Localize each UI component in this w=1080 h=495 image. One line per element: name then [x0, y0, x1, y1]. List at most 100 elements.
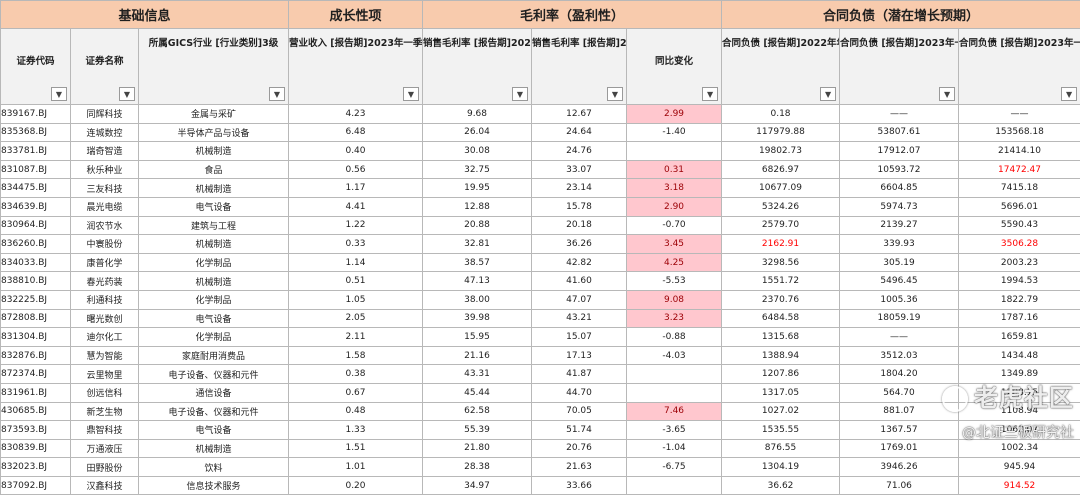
table-cell[interactable]: 3.23 — [627, 309, 722, 328]
table-cell[interactable]: 45.44 — [423, 383, 532, 402]
table-cell[interactable]: —— — [840, 105, 959, 124]
table-cell[interactable]: 51.74 — [532, 421, 627, 440]
table-cell[interactable]: 33.66 — [532, 476, 627, 495]
table-cell[interactable]: 7415.18 — [959, 179, 1080, 198]
table-cell[interactable]: 33.07 — [532, 160, 627, 179]
table-cell[interactable]: 430685.BJ — [1, 402, 71, 421]
table-cell[interactable]: 43.21 — [532, 309, 627, 328]
table-cell[interactable]: 17472.47 — [959, 160, 1080, 179]
table-cell[interactable]: 6484.58 — [722, 309, 840, 328]
table-cell[interactable]: 2.99 — [627, 105, 722, 124]
table-cell[interactable]: 9.68 — [423, 105, 532, 124]
table-cell[interactable]: 润农节水 — [71, 216, 139, 235]
table-cell[interactable]: 电气设备 — [139, 309, 289, 328]
table-cell[interactable]: —— — [959, 105, 1080, 124]
table-cell[interactable]: 834639.BJ — [1, 197, 71, 216]
table-cell[interactable]: 873593.BJ — [1, 421, 71, 440]
table-cell[interactable]: 5696.01 — [959, 197, 1080, 216]
table-cell[interactable]: 1535.55 — [722, 421, 840, 440]
table-cell[interactable]: 连城数控 — [71, 123, 139, 142]
filter-dropdown-button[interactable]: ▼ — [1061, 87, 1077, 101]
table-cell[interactable]: 20.88 — [423, 216, 532, 235]
table-cell[interactable]: 32.81 — [423, 235, 532, 254]
table-cell[interactable]: 28.38 — [423, 458, 532, 477]
filter-dropdown-button[interactable]: ▼ — [820, 87, 836, 101]
table-cell[interactable]: 1.22 — [289, 216, 423, 235]
table-cell[interactable]: 1.05 — [289, 290, 423, 309]
table-cell[interactable]: 2579.70 — [722, 216, 840, 235]
table-cell[interactable]: 564.70 — [840, 383, 959, 402]
table-cell[interactable]: 34.97 — [423, 476, 532, 495]
table-cell[interactable]: 24.64 — [532, 123, 627, 142]
table-cell[interactable]: 881.07 — [840, 402, 959, 421]
table-cell[interactable]: 曙光数创 — [71, 309, 139, 328]
table-cell[interactable]: 153568.18 — [959, 123, 1080, 142]
table-cell[interactable]: 21414.10 — [959, 142, 1080, 161]
table-cell[interactable]: 1994.53 — [959, 272, 1080, 291]
table-cell[interactable]: 机械制造 — [139, 439, 289, 458]
table-cell[interactable]: 3.45 — [627, 235, 722, 254]
table-cell[interactable]: 36.26 — [532, 235, 627, 254]
table-cell[interactable]: 19.95 — [423, 179, 532, 198]
table-cell[interactable]: 838810.BJ — [1, 272, 71, 291]
table-cell[interactable]: 晨光电缆 — [71, 197, 139, 216]
table-cell[interactable]: 15.95 — [423, 328, 532, 347]
table-cell[interactable]: 慧为智能 — [71, 346, 139, 365]
table-cell[interactable]: 831304.BJ — [1, 328, 71, 347]
table-cell[interactable]: 电气设备 — [139, 421, 289, 440]
table-cell[interactable]: 半导体产品与设备 — [139, 123, 289, 142]
table-cell[interactable]: 0.20 — [289, 476, 423, 495]
table-cell[interactable]: 1.51 — [289, 439, 423, 458]
table-cell[interactable]: 47.13 — [423, 272, 532, 291]
table-cell[interactable]: 117979.88 — [722, 123, 840, 142]
table-cell[interactable]: 20.76 — [532, 439, 627, 458]
table-cell[interactable]: 新芝生物 — [71, 402, 139, 421]
table-cell[interactable]: 2162.91 — [722, 235, 840, 254]
table-cell[interactable]: 饮料 — [139, 458, 289, 477]
filter-dropdown-button[interactable]: ▼ — [269, 87, 285, 101]
table-cell[interactable]: 鼎智科技 — [71, 421, 139, 440]
table-cell[interactable]: 瑞奇智造 — [71, 142, 139, 161]
table-cell[interactable]: 1062.07 — [959, 421, 1080, 440]
table-cell[interactable]: 872808.BJ — [1, 309, 71, 328]
filter-dropdown-button[interactable]: ▼ — [119, 87, 135, 101]
table-cell[interactable]: 1317.05 — [722, 383, 840, 402]
table-cell[interactable]: 832225.BJ — [1, 290, 71, 309]
table-cell[interactable]: 53807.61 — [840, 123, 959, 142]
table-cell[interactable]: 1388.94 — [722, 346, 840, 365]
table-cell[interactable]: 10593.72 — [840, 160, 959, 179]
table-cell[interactable]: -4.03 — [627, 346, 722, 365]
table-cell[interactable]: 12.88 — [423, 197, 532, 216]
table-cell[interactable]: 1207.86 — [722, 365, 840, 384]
table-cell[interactable]: 71.06 — [840, 476, 959, 495]
table-cell[interactable]: 1551.72 — [722, 272, 840, 291]
filter-dropdown-button[interactable]: ▼ — [939, 87, 955, 101]
table-cell[interactable]: 化学制品 — [139, 290, 289, 309]
table-cell[interactable]: 0.38 — [289, 365, 423, 384]
table-cell[interactable]: 1787.16 — [959, 309, 1080, 328]
table-cell[interactable]: 872374.BJ — [1, 365, 71, 384]
table-cell[interactable]: 云里物里 — [71, 365, 139, 384]
table-cell[interactable]: 0.33 — [289, 235, 423, 254]
table-cell[interactable]: 3946.26 — [840, 458, 959, 477]
table-cell[interactable]: 秋乐种业 — [71, 160, 139, 179]
table-cell[interactable]: 1804.20 — [840, 365, 959, 384]
table-cell[interactable]: 6604.85 — [840, 179, 959, 198]
table-cell[interactable]: 迪尔化工 — [71, 328, 139, 347]
table-cell[interactable]: 电气设备 — [139, 197, 289, 216]
table-cell[interactable]: 2.05 — [289, 309, 423, 328]
table-cell[interactable]: 19802.73 — [722, 142, 840, 161]
table-cell[interactable]: 18059.19 — [840, 309, 959, 328]
table-cell[interactable]: 0.40 — [289, 142, 423, 161]
table-cell[interactable]: 830839.BJ — [1, 439, 71, 458]
table-cell[interactable]: 0.56 — [289, 160, 423, 179]
table-cell[interactable]: 837092.BJ — [1, 476, 71, 495]
table-cell[interactable]: 创远信科 — [71, 383, 139, 402]
table-cell[interactable] — [627, 383, 722, 402]
table-cell[interactable]: 6826.97 — [722, 160, 840, 179]
table-cell[interactable]: 832876.BJ — [1, 346, 71, 365]
table-cell[interactable]: 835368.BJ — [1, 123, 71, 142]
table-cell[interactable]: 21.16 — [423, 346, 532, 365]
table-cell[interactable]: 834033.BJ — [1, 253, 71, 272]
table-cell[interactable]: 同辉科技 — [71, 105, 139, 124]
